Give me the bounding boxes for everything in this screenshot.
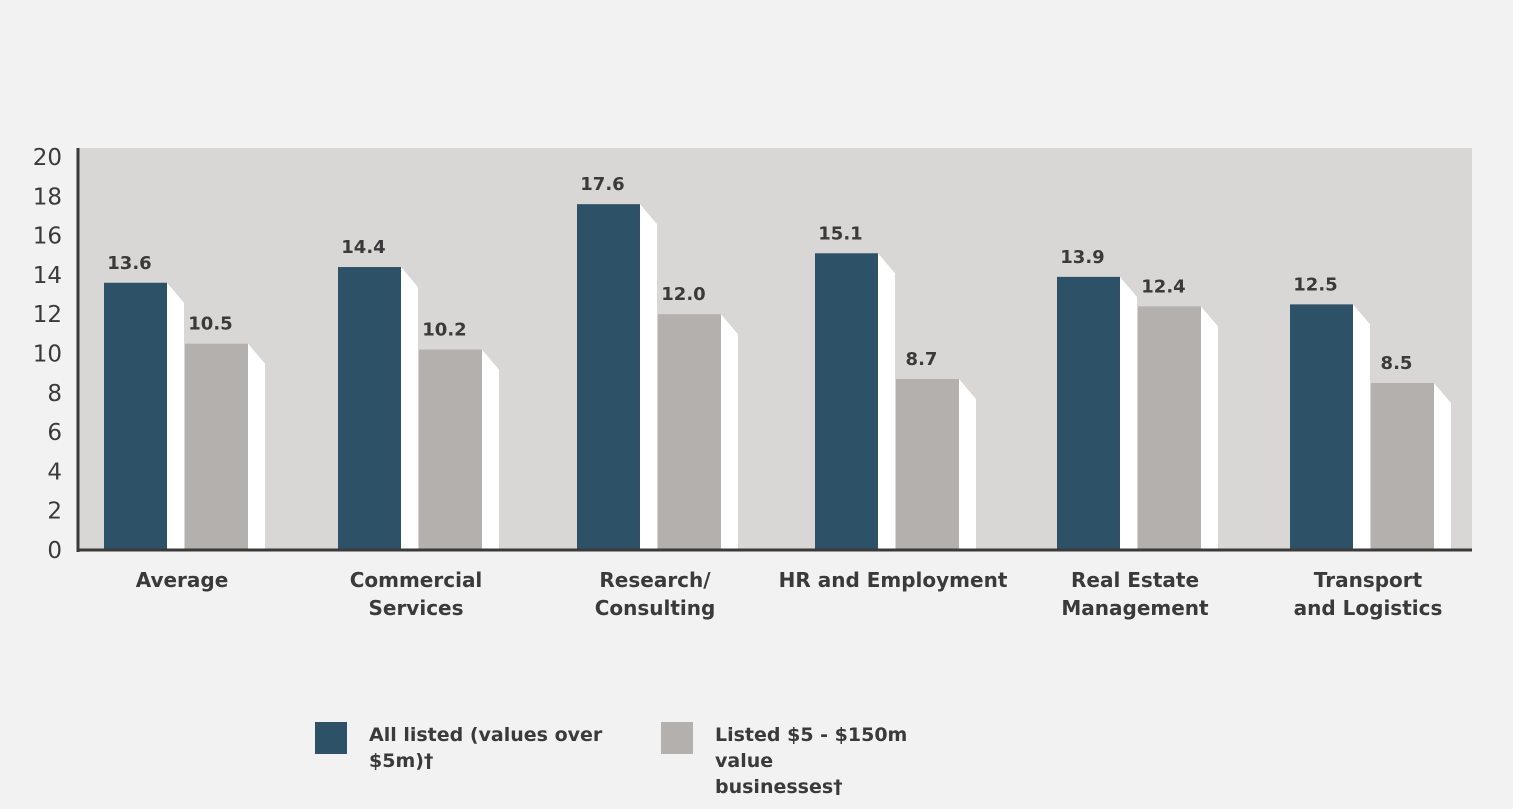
- data-label: 15.1: [818, 223, 862, 244]
- y-tick-label: 4: [47, 459, 62, 485]
- bar: [577, 204, 640, 550]
- bar: [1138, 306, 1201, 550]
- legend: All listed (values over $5m)† Listed $5 …: [315, 722, 1007, 800]
- legend-swatch-listed-5-150: [661, 722, 693, 754]
- x-tick-label: Commercial: [350, 568, 483, 592]
- data-label: 10.5: [188, 314, 232, 335]
- x-tick-label: Services: [368, 596, 463, 620]
- data-label: 8.7: [906, 349, 938, 370]
- data-label: 13.9: [1060, 247, 1104, 268]
- x-tick-label: Consulting: [595, 596, 716, 620]
- y-tick-label: 12: [33, 302, 62, 328]
- bar: [1290, 304, 1353, 550]
- data-label: 12.5: [1293, 274, 1337, 295]
- bar: [1371, 382, 1434, 550]
- y-tick-label: 0: [47, 538, 62, 564]
- x-tick-label: Research/: [599, 568, 711, 592]
- data-label: 12.4: [1141, 276, 1185, 297]
- legend-label-line: $5m)†: [369, 750, 434, 772]
- plot-area: [78, 148, 1472, 550]
- x-tick-label: Management: [1061, 596, 1209, 620]
- legend-swatch-all-listed: [315, 722, 347, 754]
- y-tick-label: 10: [33, 342, 62, 368]
- y-tick-label: 16: [33, 224, 62, 250]
- bar: [104, 282, 167, 550]
- legend-item-all-listed: All listed (values over $5m)†: [315, 722, 661, 800]
- y-tick-label: 20: [33, 145, 62, 171]
- bar: [419, 349, 482, 550]
- bar-side: [959, 379, 976, 550]
- data-label: 17.6: [580, 174, 624, 195]
- data-label: 13.6: [107, 253, 151, 274]
- legend-label-all-listed: All listed (values over $5m)†: [369, 722, 619, 774]
- legend-label-line: Listed $5 - $150m value: [715, 724, 908, 772]
- x-tick-label: Real Estate: [1071, 568, 1199, 592]
- legend-label-line: All listed (values over: [369, 724, 603, 746]
- data-label: 12.0: [661, 284, 705, 305]
- x-tick-label: and Logistics: [1294, 596, 1443, 620]
- bar-side: [167, 282, 184, 550]
- bar-side: [1201, 306, 1218, 550]
- bar-side: [1434, 382, 1451, 550]
- bar: [185, 343, 248, 550]
- data-label: 14.4: [341, 237, 385, 258]
- bar-side: [1120, 276, 1137, 550]
- bar: [1057, 276, 1120, 550]
- legend-label-line: businesses†: [715, 776, 843, 798]
- bar: [896, 379, 959, 550]
- y-tick-label: 8: [47, 381, 62, 407]
- bar: [338, 267, 401, 550]
- y-tick-label: 2: [47, 499, 62, 525]
- x-tick-label: Average: [136, 568, 229, 592]
- bar-side: [721, 314, 738, 550]
- x-tick-label: HR and Employment: [779, 568, 1008, 592]
- data-label: 8.5: [1381, 353, 1413, 374]
- bar-side: [482, 349, 499, 550]
- bar: [658, 314, 721, 550]
- bar-side: [640, 204, 657, 550]
- bar-side: [401, 267, 418, 550]
- bar-side: [878, 253, 895, 550]
- legend-label-listed-5-150: Listed $5 - $150m value businesses†: [715, 722, 965, 800]
- y-tick-label: 6: [47, 420, 62, 446]
- bar-side: [248, 343, 265, 550]
- y-tick-label: 18: [33, 184, 62, 210]
- data-label: 10.2: [422, 320, 466, 341]
- bar: [815, 253, 878, 550]
- legend-item-listed-5-150: Listed $5 - $150m value businesses†: [661, 722, 1007, 800]
- x-tick-label: Transport: [1314, 568, 1423, 592]
- bar-side: [1353, 304, 1370, 550]
- y-tick-label: 14: [33, 263, 62, 289]
